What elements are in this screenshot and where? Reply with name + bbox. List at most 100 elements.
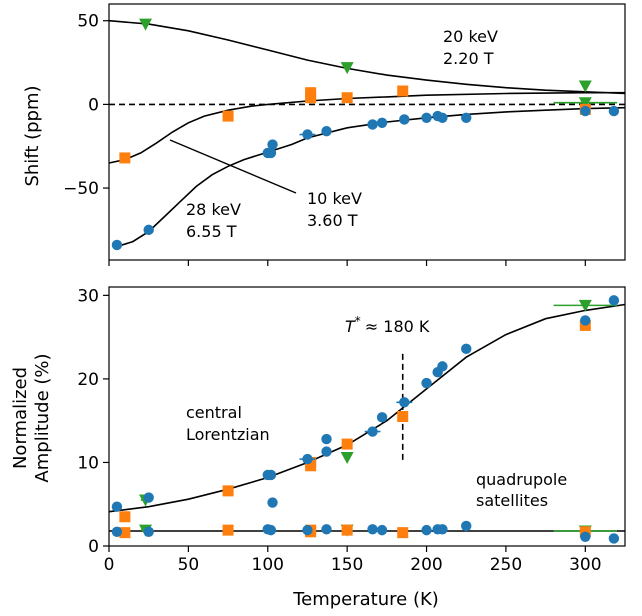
bottom-data-points [111, 295, 620, 544]
data-point-circle [265, 147, 277, 159]
data-point-circle [267, 139, 278, 150]
top-y-axis-label: Shift (ppm) [22, 85, 43, 186]
data-point-circle [265, 524, 277, 536]
data-point-circle [267, 497, 278, 508]
data-point-circle [461, 112, 472, 123]
data-point-square [397, 411, 409, 422]
data-point-circle [376, 117, 388, 128]
annotation-20kev-energy: 20 keV [443, 27, 498, 46]
data-point-circle [143, 224, 154, 236]
data-point-circle [399, 114, 410, 125]
data-point-triangle [578, 299, 592, 312]
data-point-triangle [340, 451, 354, 464]
data-point-square [222, 524, 234, 536]
data-point-square [341, 92, 353, 104]
tstar-annotation: T* ≈ 180 K [345, 314, 430, 336]
data-point-square [119, 511, 131, 523]
data-point-triangle [340, 62, 354, 75]
data-point-square [397, 85, 409, 97]
data-point-circle [376, 412, 388, 423]
y-tick-label: 10 [77, 453, 99, 473]
annotation-leader-lines [169, 139, 297, 194]
data-point-circle [111, 239, 123, 251]
x-tick-label: 250 [490, 555, 522, 575]
bottom-axes-frame [108, 286, 626, 547]
annotation-10kev-field: 3.60 T [307, 211, 358, 230]
x-axis-label: Temperature (K) [292, 589, 439, 610]
data-point-circle [421, 112, 432, 123]
annotation-28kev-field: 6.55 T [186, 222, 237, 241]
top-fit-curves [108, 19, 626, 248]
top-axes-frame [108, 3, 626, 261]
y-tick-label: −50 [63, 179, 99, 199]
annotation-central: central [186, 403, 242, 422]
data-point-circle [399, 397, 410, 408]
data-point-circle [367, 119, 378, 130]
blue-fit-curve [116, 106, 626, 248]
leader-line-10kev [169, 139, 297, 194]
data-point-circle [321, 446, 332, 457]
annotation-10kev-energy: 10 keV [307, 189, 362, 208]
data-point-circle [608, 533, 620, 544]
data-point-circle [421, 377, 432, 389]
data-point-circle [461, 343, 472, 355]
bottom-axis-ticks: 0 50 100 150 200 250 300 0 10 20 30 [77, 286, 601, 575]
data-point-square [341, 524, 353, 536]
top-data-points [111, 18, 620, 251]
y-tick-label: 30 [77, 286, 99, 306]
top-axis-ticks: 50 0 −50 [63, 12, 586, 266]
data-point-circle [265, 469, 277, 481]
x-tick-label: 200 [410, 555, 442, 575]
annotation-lorentzian: Lorentzian [186, 425, 270, 444]
data-point-circle [461, 520, 472, 532]
data-point-circle [580, 105, 591, 117]
annotation-20kev-field: 2.20 T [443, 49, 494, 68]
data-point-triangle [578, 97, 592, 110]
data-point-circle [367, 524, 378, 535]
data-point-square [305, 87, 317, 99]
tstar-value: ≈ 180 K [365, 317, 430, 336]
annotation-satellites: satellites [476, 491, 548, 510]
data-point-circle [437, 524, 448, 535]
top-chart-panel: 50 0 −50 20 keV 2.20 T 10 keV 3.60 T 28 ke… [22, 3, 626, 266]
y-tick-label: 50 [77, 12, 99, 32]
x-tick-label: 150 [331, 555, 363, 575]
data-point-circle [437, 112, 448, 123]
bottom-y-axis-label-line2: Amplitude (%) [32, 353, 53, 482]
data-point-circle [376, 524, 388, 536]
data-point-circle [321, 433, 332, 445]
data-point-circle [580, 315, 591, 326]
x-tick-label: 50 [178, 555, 200, 575]
bottom-chart-panel: 0 50 100 150 200 250 300 0 10 20 30 T* ≈ 180 K cent… [10, 286, 626, 610]
annotation-28kev-energy: 28 keV [186, 200, 241, 219]
data-point-triangle [139, 18, 153, 31]
data-point-square [305, 460, 317, 472]
data-point-square [222, 110, 234, 122]
tstar-symbol: T [345, 317, 356, 336]
annotation-quadrupole: quadrupole [476, 470, 567, 489]
data-point-circle [367, 426, 378, 437]
data-point-circle [143, 526, 154, 537]
data-point-circle [302, 453, 313, 465]
data-point-circle [302, 524, 313, 536]
y-tick-label: 0 [88, 95, 99, 115]
x-tick-label: 100 [252, 555, 284, 575]
data-point-circle [608, 105, 620, 117]
y-tick-label: 0 [88, 537, 99, 557]
x-tick-label: 0 [104, 555, 115, 575]
data-point-circle [111, 501, 123, 512]
central-fit-curve [108, 303, 626, 513]
data-point-square [119, 527, 131, 539]
data-point-circle [111, 526, 123, 537]
data-point-circle [437, 361, 448, 372]
data-point-square [222, 485, 234, 497]
green-fit-curve [108, 19, 626, 95]
data-point-circle [321, 524, 332, 535]
data-point-square [397, 527, 409, 539]
data-point-square [119, 152, 131, 164]
data-point-circle [143, 492, 154, 503]
orange-fit-curve [108, 91, 625, 164]
data-point-circle [321, 125, 332, 137]
tstar-superscript: * [355, 314, 361, 328]
